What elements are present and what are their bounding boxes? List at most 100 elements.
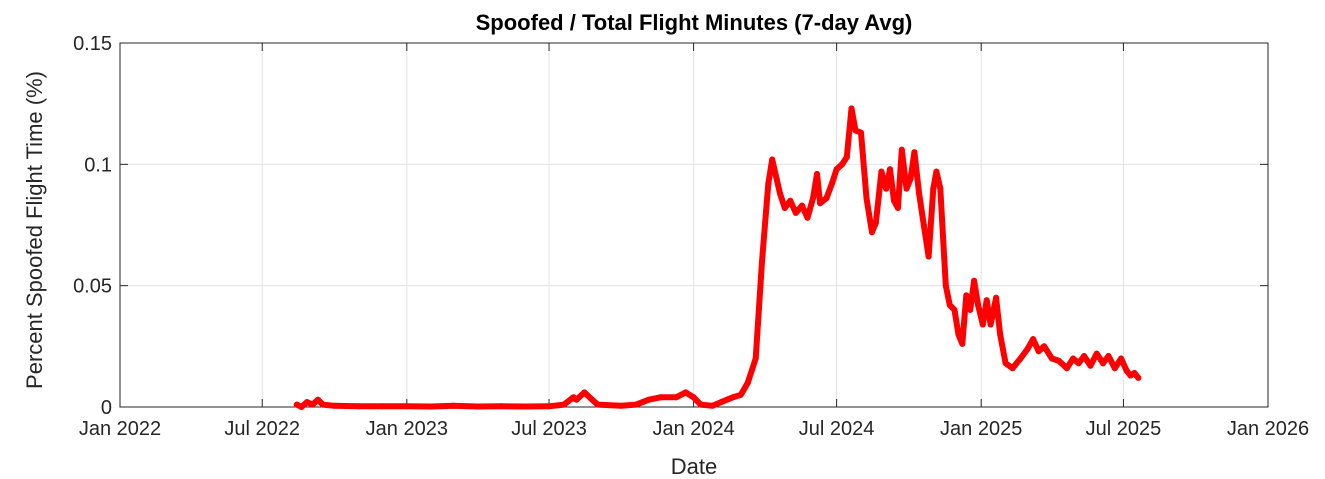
data-point bbox=[777, 190, 783, 197]
data-point bbox=[1131, 370, 1138, 376]
data-point bbox=[581, 389, 588, 396]
data-point bbox=[1111, 365, 1118, 372]
data-point bbox=[331, 402, 338, 409]
data-point bbox=[887, 166, 893, 173]
x-tick-label: Jan 2022 bbox=[79, 418, 161, 440]
data-point bbox=[561, 401, 567, 408]
data-point bbox=[916, 190, 923, 197]
data-point bbox=[1135, 374, 1142, 381]
data-point bbox=[975, 302, 982, 309]
data-point bbox=[765, 180, 772, 187]
data-point bbox=[697, 401, 704, 408]
data-point bbox=[355, 403, 362, 410]
data-point bbox=[993, 294, 1000, 301]
data-point bbox=[1070, 355, 1077, 362]
axes-frame bbox=[119, 42, 1269, 408]
chart-title: Spoofed / Total Flight Minutes (7-day Av… bbox=[476, 10, 913, 35]
data-point bbox=[903, 185, 910, 192]
data-point bbox=[1041, 343, 1048, 350]
data-point bbox=[474, 403, 481, 410]
data-point bbox=[546, 403, 552, 410]
data-point bbox=[933, 168, 940, 175]
data-point bbox=[1087, 362, 1094, 369]
data-point bbox=[752, 355, 759, 362]
y-tick-label: 0.1 bbox=[84, 154, 112, 176]
data-point bbox=[911, 149, 918, 156]
data-point bbox=[319, 401, 326, 408]
data-point bbox=[769, 156, 776, 163]
data-point bbox=[828, 180, 835, 187]
data-point bbox=[315, 396, 321, 403]
data-point bbox=[781, 205, 788, 211]
data-point bbox=[428, 403, 435, 410]
data-point bbox=[951, 306, 958, 313]
data-point bbox=[1063, 365, 1070, 372]
data-point bbox=[1017, 355, 1024, 362]
data-point bbox=[883, 185, 890, 192]
data-point bbox=[1075, 360, 1082, 367]
data-point bbox=[967, 306, 974, 313]
data-point bbox=[1030, 336, 1037, 343]
data-point bbox=[1118, 355, 1125, 362]
data-point bbox=[804, 214, 811, 221]
data-point bbox=[1048, 355, 1055, 362]
data-point bbox=[1002, 360, 1009, 367]
data-point bbox=[1123, 367, 1130, 374]
data-point bbox=[729, 394, 736, 401]
data-point bbox=[920, 222, 927, 228]
data-point bbox=[1081, 353, 1088, 359]
data-point bbox=[759, 258, 765, 265]
x-tick-label: Jan 2026 bbox=[1227, 418, 1309, 440]
data-point bbox=[823, 195, 830, 202]
x-tick-label: Jan 2024 bbox=[652, 418, 734, 440]
data-point bbox=[858, 129, 864, 136]
data-point bbox=[1100, 360, 1106, 367]
x-tick-label: Jul 2023 bbox=[511, 418, 587, 440]
data-point bbox=[787, 197, 794, 204]
data-point bbox=[963, 292, 970, 299]
data-point bbox=[709, 402, 716, 409]
x-axis-label: Date bbox=[671, 454, 717, 479]
data-point bbox=[894, 205, 901, 211]
data-point bbox=[1093, 350, 1100, 357]
data-point bbox=[573, 396, 580, 403]
data-point bbox=[997, 331, 1004, 338]
data-point bbox=[1056, 357, 1062, 364]
data-point bbox=[522, 403, 529, 410]
data-point bbox=[673, 394, 680, 401]
data-point bbox=[872, 219, 879, 226]
data-point bbox=[633, 401, 640, 408]
data-point bbox=[618, 402, 625, 409]
data-point bbox=[1035, 348, 1042, 355]
data-point bbox=[309, 401, 316, 408]
data-point bbox=[907, 175, 914, 182]
data-point bbox=[773, 173, 780, 180]
data-point bbox=[930, 185, 937, 192]
data-point bbox=[833, 166, 840, 173]
x-tick-label: Jul 2022 bbox=[224, 418, 300, 440]
data-point bbox=[682, 389, 689, 396]
data-point bbox=[898, 146, 905, 153]
data-point bbox=[869, 229, 875, 236]
data-point bbox=[955, 331, 962, 338]
data-point bbox=[925, 253, 932, 260]
data-point bbox=[1009, 365, 1016, 372]
data-point bbox=[942, 282, 949, 289]
y-axis-label: Percent Spoofed Flight Time (%) bbox=[22, 71, 47, 389]
data-point bbox=[1024, 345, 1031, 352]
data-point bbox=[987, 321, 994, 328]
data-point bbox=[843, 154, 850, 161]
data-point bbox=[848, 105, 855, 112]
x-tick-label: Jul 2024 bbox=[799, 418, 875, 440]
y-tick-label: 0.15 bbox=[73, 33, 112, 55]
data-point bbox=[379, 403, 386, 410]
data-point bbox=[946, 302, 953, 309]
data-point bbox=[814, 171, 820, 177]
series-line bbox=[293, 105, 1142, 410]
data-point bbox=[403, 403, 410, 410]
data-point bbox=[657, 394, 664, 401]
data-point bbox=[744, 379, 751, 386]
data-point bbox=[737, 391, 744, 398]
data-point bbox=[810, 195, 816, 202]
